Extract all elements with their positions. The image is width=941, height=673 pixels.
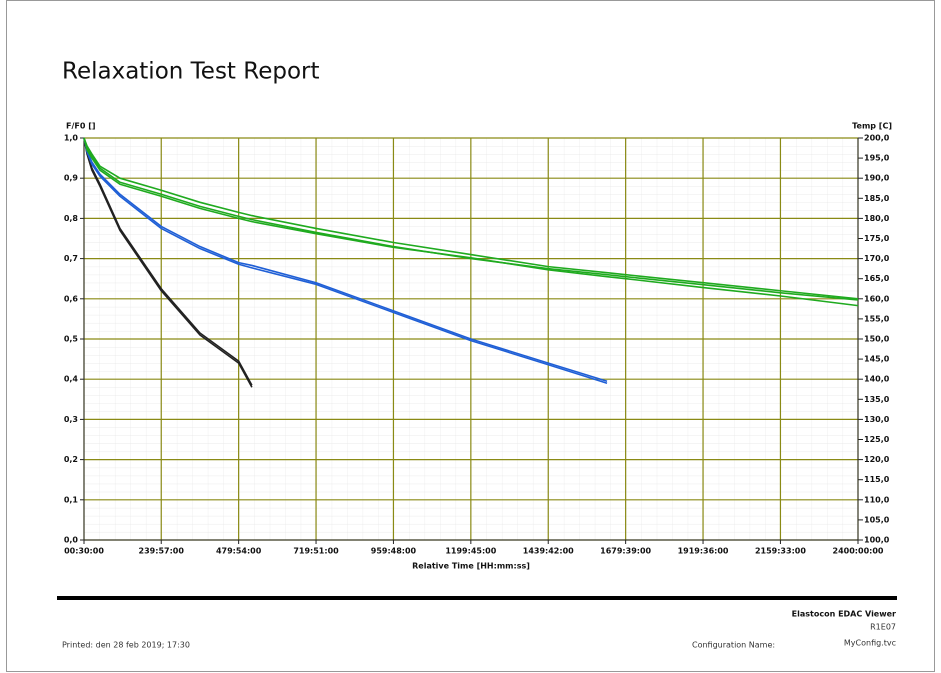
y2-tick-label: 200,0 bbox=[864, 134, 890, 143]
separator bbox=[57, 596, 897, 600]
y2-tick-label: 110,0 bbox=[864, 495, 890, 504]
y2-tick-label: 185,0 bbox=[864, 194, 890, 203]
y-tick-label: 0,2 bbox=[64, 455, 78, 464]
y2-axis-label: Temp [C] bbox=[852, 122, 892, 131]
y2-tick-label: 160,0 bbox=[864, 294, 890, 303]
y-tick-label: 0,3 bbox=[64, 415, 78, 424]
y-tick-label: 0,6 bbox=[64, 294, 79, 303]
x-tick-label: 959:48:00 bbox=[371, 547, 417, 556]
y2-tick-label: 155,0 bbox=[864, 314, 890, 323]
data-line bbox=[83, 137, 608, 384]
data-line bbox=[83, 137, 859, 301]
report-title: Relaxation Test Report bbox=[62, 59, 320, 85]
x-tick-label: 1439:42:00 bbox=[523, 547, 574, 556]
y2-tick-label: 105,0 bbox=[864, 515, 890, 524]
x-tick-label: 1199:45:00 bbox=[445, 547, 496, 556]
x-tick-label: 2159:33:00 bbox=[755, 547, 806, 556]
y-tick-label: 0,9 bbox=[64, 174, 79, 183]
y2-tick-label: 150,0 bbox=[864, 335, 890, 344]
config-value: MyConfig.tvc bbox=[844, 639, 896, 648]
y2-tick-label: 130,0 bbox=[864, 415, 890, 424]
plot: 0,0 0,1 0,2 0,3 0,4 0,5 0,6 0,7 0,8 0,9 1,0 100,0 10… bbox=[64, 134, 890, 556]
y-tick-label: 0,0 bbox=[64, 536, 79, 545]
data-line bbox=[83, 137, 859, 307]
y2-tick-label: 115,0 bbox=[864, 475, 890, 484]
x-axis-label: Relative Time [HH:mm:ss] bbox=[412, 562, 530, 571]
y2-tick-label: 125,0 bbox=[864, 435, 890, 444]
app-name: Elastocon EDAC Viewer bbox=[792, 610, 896, 619]
x-tick-label: 479:54:00 bbox=[216, 547, 262, 556]
y-tick-label: 0,1 bbox=[64, 495, 79, 504]
x-tick-label: 2400:00:00 bbox=[833, 547, 884, 556]
x-tick-label: 719:51:00 bbox=[293, 547, 339, 556]
y2-tick-label: 120,0 bbox=[864, 455, 890, 464]
y2-tick-label: 180,0 bbox=[864, 214, 890, 223]
config-label: Configuration Name: bbox=[692, 641, 775, 650]
data-line bbox=[83, 137, 608, 382]
y-tick-label: 1,0 bbox=[64, 134, 79, 143]
y-tick-label: 0,5 bbox=[64, 335, 79, 344]
x-tick-label: 239:57:00 bbox=[139, 547, 185, 556]
y2-tick-label: 135,0 bbox=[864, 395, 890, 404]
y2-tick-label: 165,0 bbox=[864, 274, 890, 283]
y2-tick-label: 170,0 bbox=[864, 254, 890, 263]
x-tick-label: 1919:36:00 bbox=[678, 547, 729, 556]
x-tick-label: 00:30:00 bbox=[64, 547, 104, 556]
app-version: R1E07 bbox=[870, 623, 896, 632]
y-tick-label: 0,4 bbox=[64, 375, 79, 384]
printed-date: Printed: den 28 feb 2019; 17:30 bbox=[62, 641, 190, 650]
y-tick-label: 0,7 bbox=[64, 254, 78, 263]
y2-tick-label: 190,0 bbox=[864, 174, 890, 183]
x-tick-label: 1679:39:00 bbox=[600, 547, 651, 556]
y-tick-label: 0,8 bbox=[64, 214, 79, 223]
y2-tick-label: 145,0 bbox=[864, 355, 890, 364]
y2-tick-label: 140,0 bbox=[864, 375, 890, 384]
y-axis-label: F/F0 [] bbox=[66, 122, 96, 131]
y2-tick-label: 175,0 bbox=[864, 234, 890, 243]
y2-tick-label: 100,0 bbox=[864, 536, 890, 545]
data-line bbox=[83, 137, 859, 300]
y2-tick-label: 195,0 bbox=[864, 154, 890, 163]
